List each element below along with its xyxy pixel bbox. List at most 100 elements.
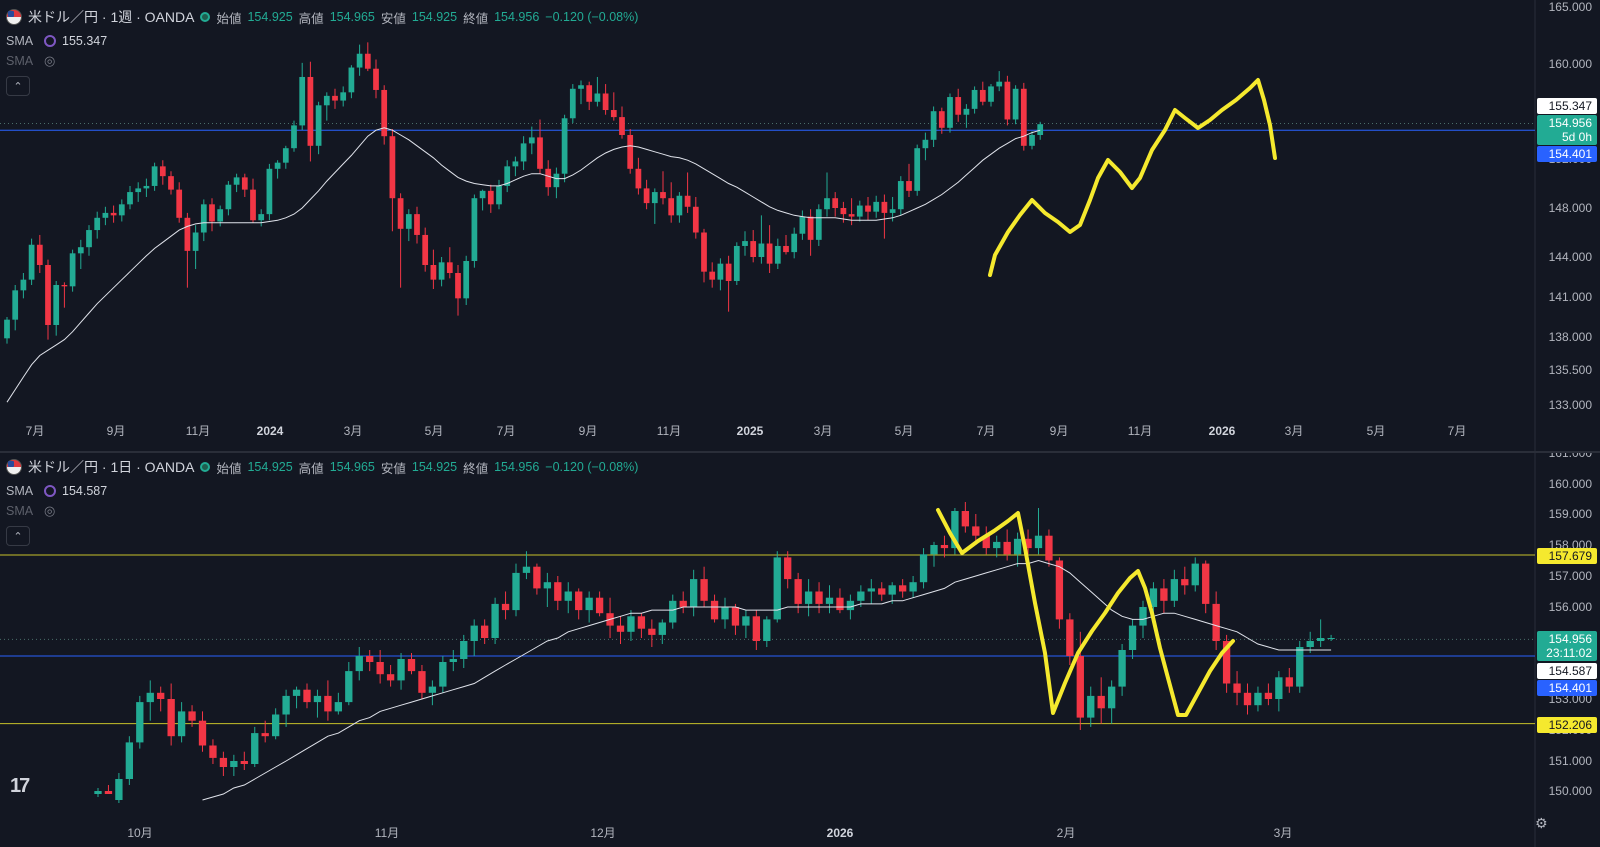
pane-divider[interactable]	[0, 451, 1600, 453]
candle	[151, 162, 158, 191]
candle-body	[627, 616, 635, 632]
settings-gear-icon[interactable]: ⚙	[1535, 815, 1548, 831]
y-tick-label: 150.000	[1549, 784, 1593, 798]
x-tick-label: 2月	[1057, 826, 1076, 840]
sma-label[interactable]: SMA	[6, 484, 34, 498]
candle	[1212, 591, 1220, 650]
candle-body	[491, 603, 499, 638]
candle	[1055, 557, 1064, 629]
sma-row[interactable]: SMA 154.587	[6, 482, 638, 500]
candle	[700, 566, 708, 607]
candle-body	[1029, 135, 1035, 146]
candle-body	[594, 93, 601, 102]
candle	[102, 206, 109, 226]
low-label: 安値	[380, 11, 406, 26]
sma-hidden-row[interactable]: SMA ◎	[6, 52, 638, 70]
candle	[537, 119, 543, 174]
candle-body	[725, 263, 732, 281]
open-label: 始値	[216, 461, 242, 476]
candle-body	[940, 545, 949, 549]
x-tick-label: 2026	[1209, 424, 1236, 438]
candle	[334, 692, 343, 715]
candle-body	[1024, 538, 1032, 549]
candle-body	[364, 53, 371, 69]
candle-body	[1306, 641, 1314, 647]
tradingview-logo[interactable]: 17	[10, 775, 30, 797]
candle	[564, 582, 572, 614]
candle	[919, 548, 928, 589]
candle-body	[1191, 563, 1199, 586]
candle	[324, 680, 332, 721]
candle	[292, 686, 301, 709]
candle-body	[45, 265, 51, 325]
candle-body	[115, 779, 123, 800]
yellow-annotation-daily	[936, 508, 1235, 717]
candle	[1045, 529, 1053, 567]
daily-chart-canvas[interactable]: 161.000160.000159.000158.000157.000156.0…	[0, 453, 1600, 847]
candle	[701, 228, 707, 283]
candle-body	[930, 545, 938, 555]
candle	[951, 508, 959, 555]
candle	[938, 107, 945, 134]
candle-body	[1076, 656, 1084, 718]
candle-body	[692, 206, 699, 233]
candle	[345, 662, 353, 706]
candle-body	[188, 711, 196, 721]
candle	[1037, 121, 1044, 140]
candle	[627, 129, 634, 174]
candle-body	[1254, 692, 1262, 706]
candle-body	[1087, 695, 1095, 718]
daily-chart-pane[interactable]: 161.000 160.000 159.000 158.000 157.000 156.0…	[0, 453, 1600, 847]
x-tick-label: 3月	[814, 424, 833, 438]
candle-body	[219, 757, 228, 767]
candle-body	[348, 67, 355, 93]
eye-off-icon[interactable]: ◎	[44, 503, 56, 518]
weekly-chart-pane[interactable]: 165.000160.000155.000152.000148.000144.0…	[0, 0, 1600, 451]
candle-body	[1160, 588, 1168, 601]
candle	[815, 204, 822, 246]
candle	[1024, 529, 1032, 555]
x-tick-label: 7月	[26, 424, 45, 438]
x-tick-label: 7月	[1448, 424, 1467, 438]
sma-label[interactable]: SMA	[6, 34, 34, 48]
candle	[446, 247, 453, 279]
weekly-chart-canvas[interactable]: 165.000160.000155.000152.000148.000144.0…	[0, 0, 1600, 451]
candle-body	[963, 108, 970, 115]
candle-body	[446, 262, 453, 273]
collapse-legend-button[interactable]: ⌃	[6, 526, 30, 546]
sma-hidden-label[interactable]: SMA	[6, 504, 34, 518]
candle	[271, 708, 280, 740]
candle	[865, 196, 871, 221]
collapse-legend-button[interactable]: ⌃	[6, 76, 30, 96]
sma-row[interactable]: SMA 155.347	[6, 32, 638, 50]
sma-hidden-row[interactable]: SMA ◎	[6, 502, 638, 520]
candle-body	[660, 192, 666, 199]
candle-body	[616, 625, 625, 632]
candle	[856, 200, 863, 222]
candle	[397, 193, 404, 288]
market-status-icon[interactable]	[200, 462, 211, 472]
candle-body	[1327, 638, 1335, 639]
candle	[692, 196, 699, 239]
candle	[219, 751, 228, 776]
y-tick-label: 161.000	[1549, 453, 1593, 460]
candle	[45, 259, 51, 340]
candle-body	[919, 554, 928, 583]
candle-body	[865, 205, 871, 212]
candle-body	[1233, 683, 1241, 693]
symbol-title[interactable]: 米ドル／円 · 1週 · OANDA	[28, 9, 195, 25]
candle-body	[381, 89, 388, 137]
candle	[209, 198, 215, 232]
candle	[1264, 683, 1273, 706]
price-label-box	[1537, 98, 1597, 114]
y-tick-label: 135.500	[1549, 363, 1593, 377]
market-status-icon[interactable]	[200, 12, 211, 22]
low-value: 154.925	[411, 10, 458, 24]
eye-off-icon[interactable]: ◎	[44, 53, 56, 68]
x-tick-label: 3月	[344, 424, 363, 438]
candle-body	[94, 791, 102, 794]
candle-body	[701, 232, 707, 272]
candle	[627, 610, 635, 641]
sma-hidden-label[interactable]: SMA	[6, 54, 34, 68]
symbol-title[interactable]: 米ドル／円 · 1日 · OANDA	[28, 459, 195, 475]
